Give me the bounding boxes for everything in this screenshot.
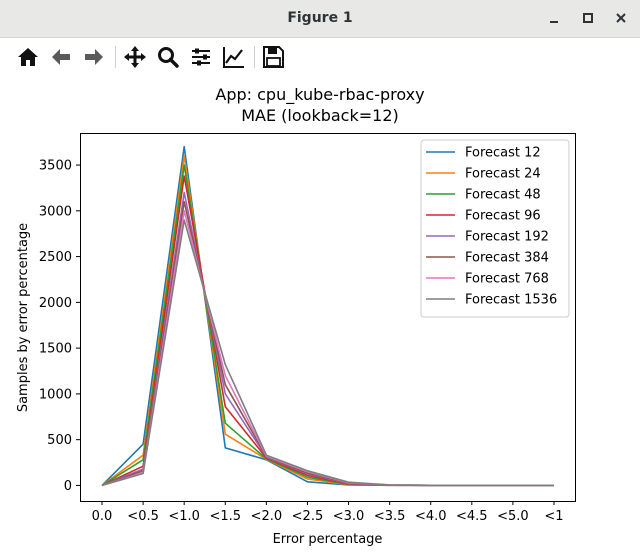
series-line (101, 219, 554, 487)
navigation-toolbar (0, 38, 640, 76)
save-icon[interactable] (259, 43, 287, 71)
y-axis: 0 500 1000 1500 2000 2500 3000 3500 (39, 159, 80, 494)
toolbar-separator (254, 46, 255, 68)
y-tick-label: 0 (64, 479, 72, 494)
plot-lines (101, 145, 554, 487)
legend-label: Forecast 384 (465, 251, 549, 266)
figure-canvas: App: cpu_kube-rbac-proxy MAE (lookback=1… (16, 85, 576, 547)
back-arrow-icon[interactable] (47, 43, 75, 71)
x-tick-label: <3.5 (374, 509, 406, 524)
y-axis-label: Samples by error percentage (16, 223, 31, 412)
legend-label: Forecast 48 (465, 188, 541, 203)
pan-icon[interactable] (121, 43, 149, 71)
window-title: Figure 1 (287, 10, 353, 26)
legend-label: Forecast 96 (465, 209, 541, 224)
x-axis-label: Error percentage (273, 532, 383, 547)
maximize-icon[interactable] (578, 8, 598, 28)
x-tick-label: <2.5 (292, 509, 324, 524)
x-tick-label: <1 (544, 509, 563, 524)
legend-label: Forecast 768 (465, 272, 549, 287)
y-tick-label: 500 (47, 433, 72, 448)
x-tick-label: <3.0 (333, 509, 365, 524)
x-tick-label: <5.0 (497, 509, 529, 524)
chart-title: App: cpu_kube-rbac-proxy (215, 85, 424, 105)
legend: Forecast 12 Forecast 24 Forecast 48 Forecas… (420, 139, 570, 318)
x-tick-label: 0.0 (92, 509, 113, 524)
window-titlebar: Figure 1 (0, 0, 640, 38)
forward-arrow-icon[interactable] (80, 43, 108, 71)
home-icon[interactable] (14, 43, 42, 71)
legend-label: Forecast 24 (465, 167, 541, 182)
configure-subplots-icon[interactable] (187, 43, 215, 71)
y-tick-label: 3500 (39, 159, 72, 174)
y-tick-label: 3000 (39, 204, 72, 219)
x-tick-label: <1.5 (209, 509, 241, 524)
chart-subtitle: MAE (lookback=12) (241, 106, 399, 125)
y-tick-label: 1000 (39, 387, 72, 402)
legend-label: Forecast 192 (465, 230, 549, 245)
toolbar-separator (115, 46, 116, 68)
y-tick-label: 2500 (39, 250, 72, 265)
legend-label: Forecast 1536 (465, 293, 557, 308)
zoom-icon[interactable] (154, 43, 182, 71)
x-tick-label: <1.0 (168, 509, 200, 524)
x-axis: 0.0 <0.5 <1.0 <1.5 <2.0 <2.5 <3.0 <3.5 <4.0 <4.5 <… (92, 501, 564, 524)
x-tick-label: <4.0 (415, 509, 447, 524)
edit-axis-icon[interactable] (220, 43, 248, 71)
x-tick-label: <0.5 (127, 509, 159, 524)
y-tick-label: 1500 (39, 342, 72, 357)
y-tick-label: 2000 (39, 296, 72, 311)
axes-frame (80, 133, 576, 502)
close-icon[interactable] (611, 8, 631, 28)
legend-label: Forecast 12 (465, 146, 541, 161)
legend-box (420, 139, 570, 318)
x-tick-label: <4.5 (456, 509, 488, 524)
minimize-icon[interactable] (544, 8, 564, 28)
x-tick-label: <2.0 (251, 509, 283, 524)
